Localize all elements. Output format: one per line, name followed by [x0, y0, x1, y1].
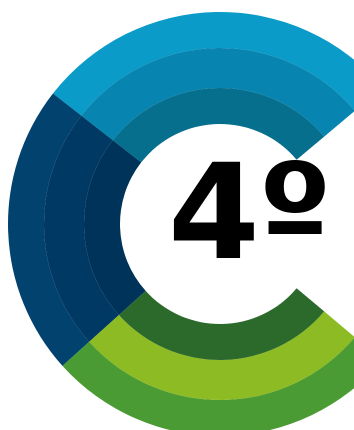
ring-green-mid-segment [89, 311, 354, 400]
ring-green-inner-segment [118, 288, 325, 360]
rank-badge-text: 4º [168, 136, 332, 290]
ring-cyan-inner-segment [112, 88, 325, 163]
ring-navy-outer-segment [7, 93, 90, 366]
ring-cyan-mid-segment [81, 48, 354, 141]
ring-green-outer-segment [62, 338, 354, 430]
ring-navy-inner-segment [83, 140, 146, 316]
ring-cyan-outer-segment [52, 12, 354, 116]
ring-navy-mid-segment [43, 115, 119, 342]
